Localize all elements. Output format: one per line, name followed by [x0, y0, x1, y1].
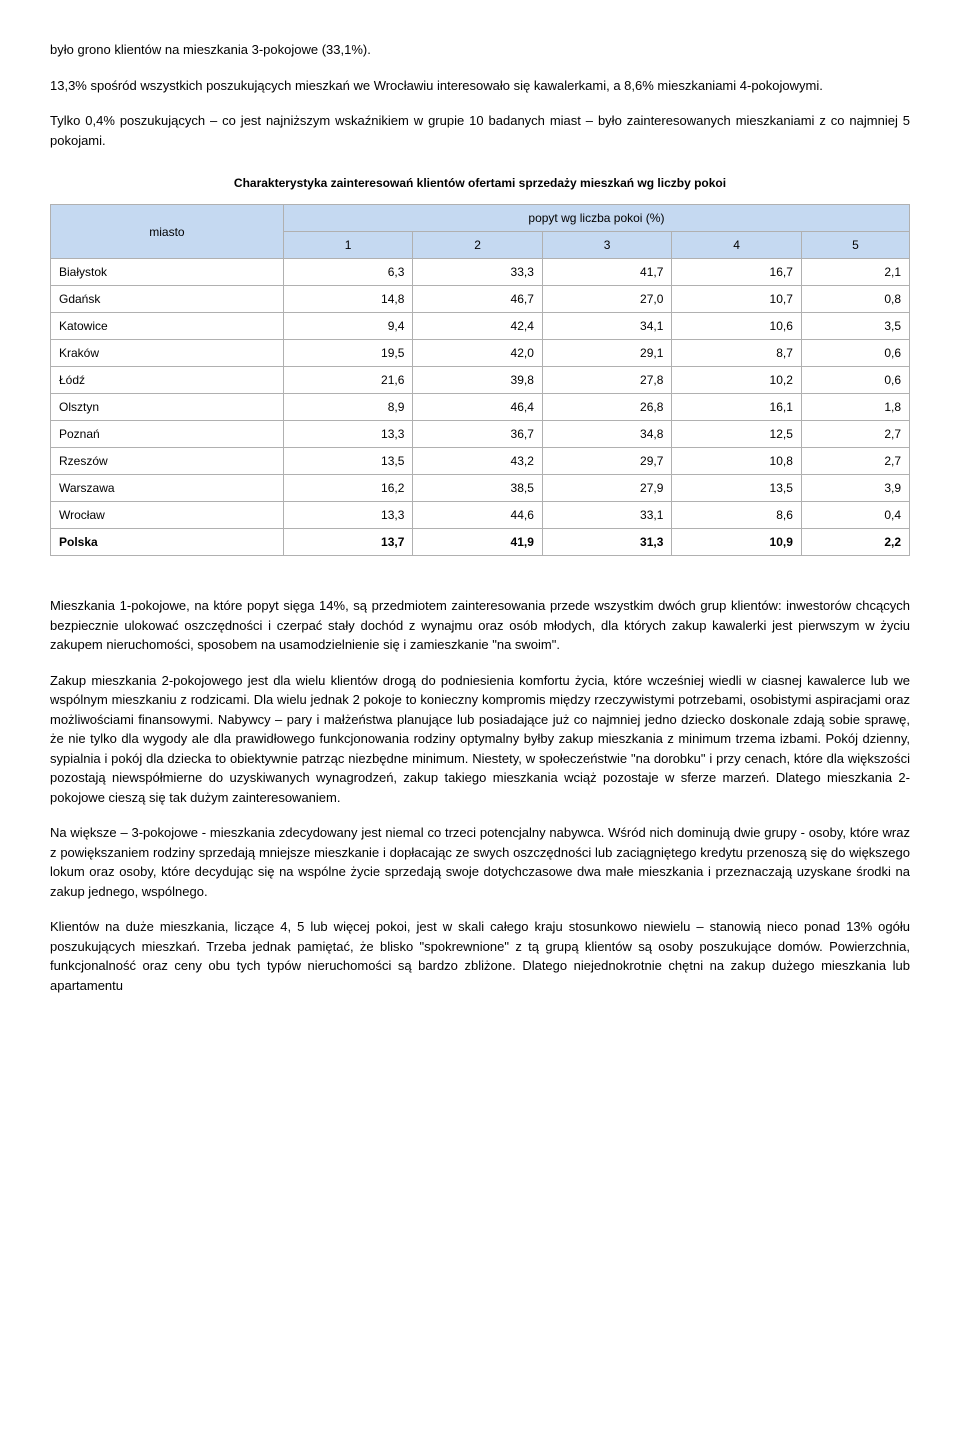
table-cell-value: 46,7 — [413, 286, 543, 313]
table-cell-value: 38,5 — [413, 475, 543, 502]
table-cell-city: Warszawa — [51, 475, 284, 502]
table-cell-value: 16,2 — [283, 475, 413, 502]
table-cell-value: 12,5 — [672, 421, 802, 448]
table-title: Charakterystyka zainteresowań klientów o… — [50, 174, 910, 192]
table-cell-value: 27,0 — [542, 286, 672, 313]
table-cell-value: 13,3 — [283, 421, 413, 448]
table-cell-value: 8,9 — [283, 394, 413, 421]
table-cell-value: 0,4 — [801, 502, 909, 529]
table-cell-value: 43,2 — [413, 448, 543, 475]
table-cell-value: 13,5 — [283, 448, 413, 475]
paragraph-2pokojowe: Zakup mieszkania 2-pokojowego jest dla w… — [50, 671, 910, 808]
table-cell-value: 33,1 — [542, 502, 672, 529]
table-cell-value: 6,3 — [283, 259, 413, 286]
table-col-4: 4 — [672, 232, 802, 259]
table-cell-value: 33,3 — [413, 259, 543, 286]
table-row: Gdańsk14,846,727,010,70,8 — [51, 286, 910, 313]
table-cell-city: Rzeszów — [51, 448, 284, 475]
table-cell-value: 10,7 — [672, 286, 802, 313]
table-cell-city: Katowice — [51, 313, 284, 340]
table-cell-value: 13,3 — [283, 502, 413, 529]
table-cell-value: 8,7 — [672, 340, 802, 367]
table-col-5: 5 — [801, 232, 909, 259]
table-row: Łódź21,639,827,810,20,6 — [51, 367, 910, 394]
table-row: Poznań13,336,734,812,52,7 — [51, 421, 910, 448]
table-cell-value: 0,6 — [801, 340, 909, 367]
table-cell-value: 8,6 — [672, 502, 802, 529]
table-cell-value: 19,5 — [283, 340, 413, 367]
table-row: Wrocław13,344,633,18,60,4 — [51, 502, 910, 529]
table-cell-value: 42,0 — [413, 340, 543, 367]
table-row: Katowice9,442,434,110,63,5 — [51, 313, 910, 340]
table-cell-value: 16,7 — [672, 259, 802, 286]
table-cell-value: 10,9 — [672, 529, 802, 556]
table-cell-value: 14,8 — [283, 286, 413, 313]
table-cell-value: 2,1 — [801, 259, 909, 286]
table-cell-value: 27,8 — [542, 367, 672, 394]
table-cell-value: 13,5 — [672, 475, 802, 502]
table-cell-city: Wrocław — [51, 502, 284, 529]
table-cell-value: 31,3 — [542, 529, 672, 556]
table-cell-value: 41,9 — [413, 529, 543, 556]
paragraph-3pokojowe: Na większe – 3-pokojowe - mieszkania zde… — [50, 823, 910, 901]
table-cell-city: Olsztyn — [51, 394, 284, 421]
paragraph-intro-3: Tylko 0,4% poszukujących – co jest najni… — [50, 111, 910, 150]
table-cell-value: 34,8 — [542, 421, 672, 448]
table-cell-value: 1,8 — [801, 394, 909, 421]
table-cell-value: 39,8 — [413, 367, 543, 394]
table-row: Rzeszów13,543,229,710,82,7 — [51, 448, 910, 475]
table-cell-value: 29,7 — [542, 448, 672, 475]
table-cell-value: 42,4 — [413, 313, 543, 340]
table-head-group: popyt wg liczba pokoi (%) — [283, 205, 909, 232]
table-cell-city: Kraków — [51, 340, 284, 367]
table-cell-value: 13,7 — [283, 529, 413, 556]
table-cell-city: Łódź — [51, 367, 284, 394]
table-cell-city: Białystok — [51, 259, 284, 286]
table-cell-value: 44,6 — [413, 502, 543, 529]
table-cell-value: 2,7 — [801, 421, 909, 448]
table-cell-value: 27,9 — [542, 475, 672, 502]
table-cell-value: 9,4 — [283, 313, 413, 340]
table-cell-value: 10,2 — [672, 367, 802, 394]
paragraph-duze: Klientów na duże mieszkania, liczące 4, … — [50, 917, 910, 995]
table-cell-city: Poznań — [51, 421, 284, 448]
table-cell-value: 10,6 — [672, 313, 802, 340]
table-cell-value: 26,8 — [542, 394, 672, 421]
table-cell-value: 46,4 — [413, 394, 543, 421]
paragraph-intro-2: 13,3% spośród wszystkich poszukujących m… — [50, 76, 910, 96]
paragraph-intro-1: było grono klientów na mieszkania 3-poko… — [50, 40, 910, 60]
table-row: Kraków19,542,029,18,70,6 — [51, 340, 910, 367]
table-head-city: miasto — [51, 205, 284, 259]
table-row: Olsztyn8,946,426,816,11,8 — [51, 394, 910, 421]
table-row: Warszawa16,238,527,913,53,9 — [51, 475, 910, 502]
table-cell-value: 36,7 — [413, 421, 543, 448]
demand-table: miasto popyt wg liczba pokoi (%) 1 2 3 4… — [50, 204, 910, 556]
table-cell-value: 2,2 — [801, 529, 909, 556]
table-col-1: 1 — [283, 232, 413, 259]
table-row-total: Polska13,741,931,310,92,2 — [51, 529, 910, 556]
table-col-3: 3 — [542, 232, 672, 259]
table-cell-city: Polska — [51, 529, 284, 556]
table-cell-value: 21,6 — [283, 367, 413, 394]
table-cell-value: 34,1 — [542, 313, 672, 340]
table-cell-value: 2,7 — [801, 448, 909, 475]
table-cell-value: 29,1 — [542, 340, 672, 367]
table-cell-city: Gdańsk — [51, 286, 284, 313]
table-cell-value: 16,1 — [672, 394, 802, 421]
table-cell-value: 0,6 — [801, 367, 909, 394]
table-cell-value: 3,5 — [801, 313, 909, 340]
table-row: Białystok6,333,341,716,72,1 — [51, 259, 910, 286]
table-cell-value: 3,9 — [801, 475, 909, 502]
table-cell-value: 41,7 — [542, 259, 672, 286]
table-col-2: 2 — [413, 232, 543, 259]
paragraph-1pokojowe: Mieszkania 1-pokojowe, na które popyt si… — [50, 596, 910, 655]
table-body: Białystok6,333,341,716,72,1Gdańsk14,846,… — [51, 259, 910, 556]
table-cell-value: 10,8 — [672, 448, 802, 475]
table-cell-value: 0,8 — [801, 286, 909, 313]
